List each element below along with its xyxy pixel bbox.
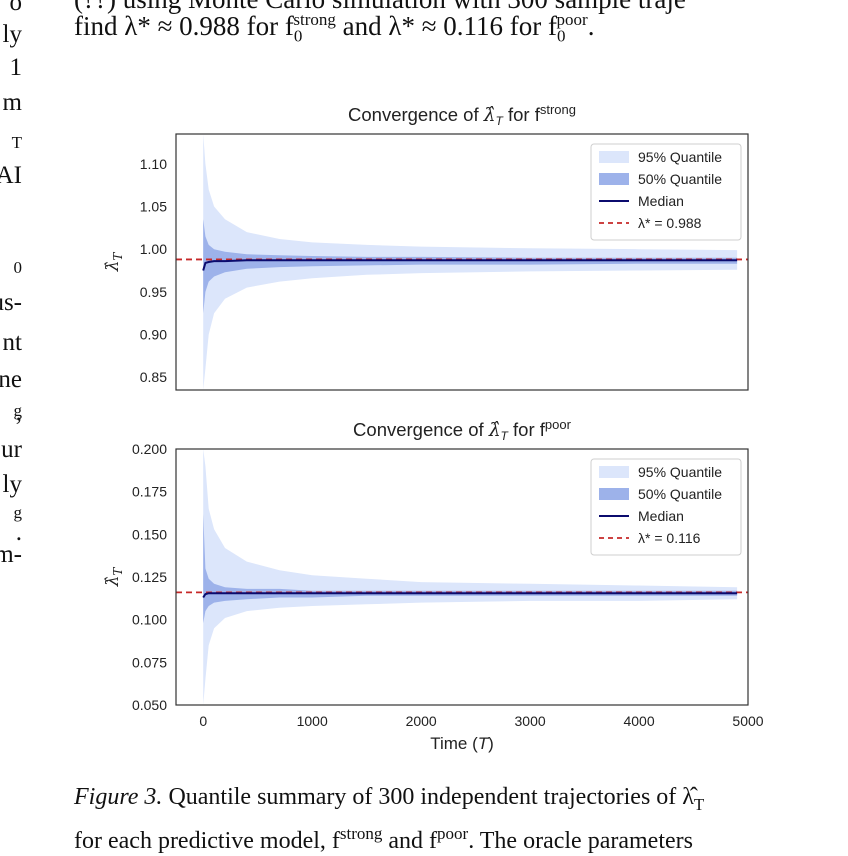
median-line [202,259,738,271]
y-tick-label: 0.125 [132,569,167,585]
plot-area [176,449,748,705]
left-column-fragment: ly [2,21,22,48]
left-column-fragment: AI [0,162,22,189]
legend-entry: λ* = 0.116 [638,530,701,546]
legend-entry: λ* = 0.988 [638,215,702,231]
legend-box [590,458,742,556]
legend-entry: 50% Quantile [638,171,722,187]
legend-swatch-95 [599,466,629,478]
left-column-fragment: m- [0,541,22,568]
y-tick-label: 0.175 [132,484,167,500]
band-95-quantile [203,449,738,705]
legend: 95% Quantile 50% Quantile Median λ* = 0.116 [590,458,742,556]
y-tick-label: 0.95 [140,284,167,300]
x-tick-label: 5000 [732,713,763,729]
legend-swatch-50 [599,173,629,185]
left-column-fragment: o [9,0,23,16]
y-tick-label: 0.100 [132,612,167,628]
left-column-fragment: , [15,399,22,426]
left-column-fragment: g [13,401,23,420]
y-axis-label: λ̂T [103,567,125,588]
band-50-quantile [203,219,738,314]
y-tick-label: 1.05 [140,199,167,215]
left-column-fragment: g [13,503,23,522]
y-tick-label: 1.00 [140,241,167,257]
x-axis-label: Time (T) [430,734,494,753]
median-line [202,592,738,599]
left-column-fragment: m [2,89,22,116]
left-column-fragment: ur [1,436,22,463]
x-tick-label: 2000 [406,713,437,729]
caption-label: Figure 3. [74,784,163,810]
y-tick-label: 0.90 [140,327,167,343]
legend-entry: Median [638,508,684,524]
chart-title: Convergence of λ̂T for fpoor [353,417,572,443]
left-column-fragment: . [15,519,22,546]
plot-area [176,134,748,390]
x-tick-label: 1000 [297,713,328,729]
legend-entry: 50% Quantile [638,486,722,502]
y-tick-label: 0.050 [132,697,167,713]
x-tick-label: 4000 [623,713,654,729]
y-tick-label: 0.150 [132,526,167,542]
left-column-fragment: 0 [13,258,23,277]
y-tick-label: 0.200 [132,441,167,457]
y-tick-label: 0.85 [140,369,167,385]
left-column-fragment: 1 [9,54,23,81]
y-tick-label: 1.10 [140,156,167,172]
body-text-line-2: find λ* ≈ 0.988 for f0strong and λ* ≈ 0.… [74,10,595,46]
legend-box [590,143,742,241]
legend-swatch-50 [599,488,629,500]
legend: 95% Quantile 50% Quantile Median λ* = 0.988 [590,143,742,241]
legend-entry: Median [638,193,684,209]
left-column-fragment: nt [2,329,22,356]
x-tick-label: 3000 [515,713,546,729]
left-column-fragment: us- [0,289,22,316]
legend-entry: 95% Quantile [638,464,722,480]
body-text-line-1: (??) using Monte Carlo simulation with 3… [74,0,686,15]
y-axis-label: λ̂T [103,252,125,273]
chart-panel-strong: 0.85 0.90 0.95 1.00 1.05 1.10 Convergence of λ… [103,102,749,391]
plot-frame [175,133,749,391]
legend-entry: 95% Quantile [638,149,722,165]
plot-frame [175,448,749,706]
left-column-fragment: ne [0,366,22,393]
left-column-fragment: ly [2,471,22,498]
y-tick-label: 0.075 [132,654,167,670]
figure-caption: Figure 3. Quantile summary of 300 indepe… [74,784,705,854]
left-column-fragments: o ly 1 mT AI 0 us-nt ne g, ur ly g.m- [0,0,40,600]
band-50-quantile [203,513,738,624]
chart-title: Convergence of λ̂T for fstrong [348,102,576,128]
x-tick-label: 0 [199,713,207,729]
chart-panel-poor: 0.050 0.075 0.100 0.125 0.150 0.175 0.200 0 1000… [103,417,764,753]
legend-swatch-95 [599,151,629,163]
left-column-fragment: T [11,133,22,152]
